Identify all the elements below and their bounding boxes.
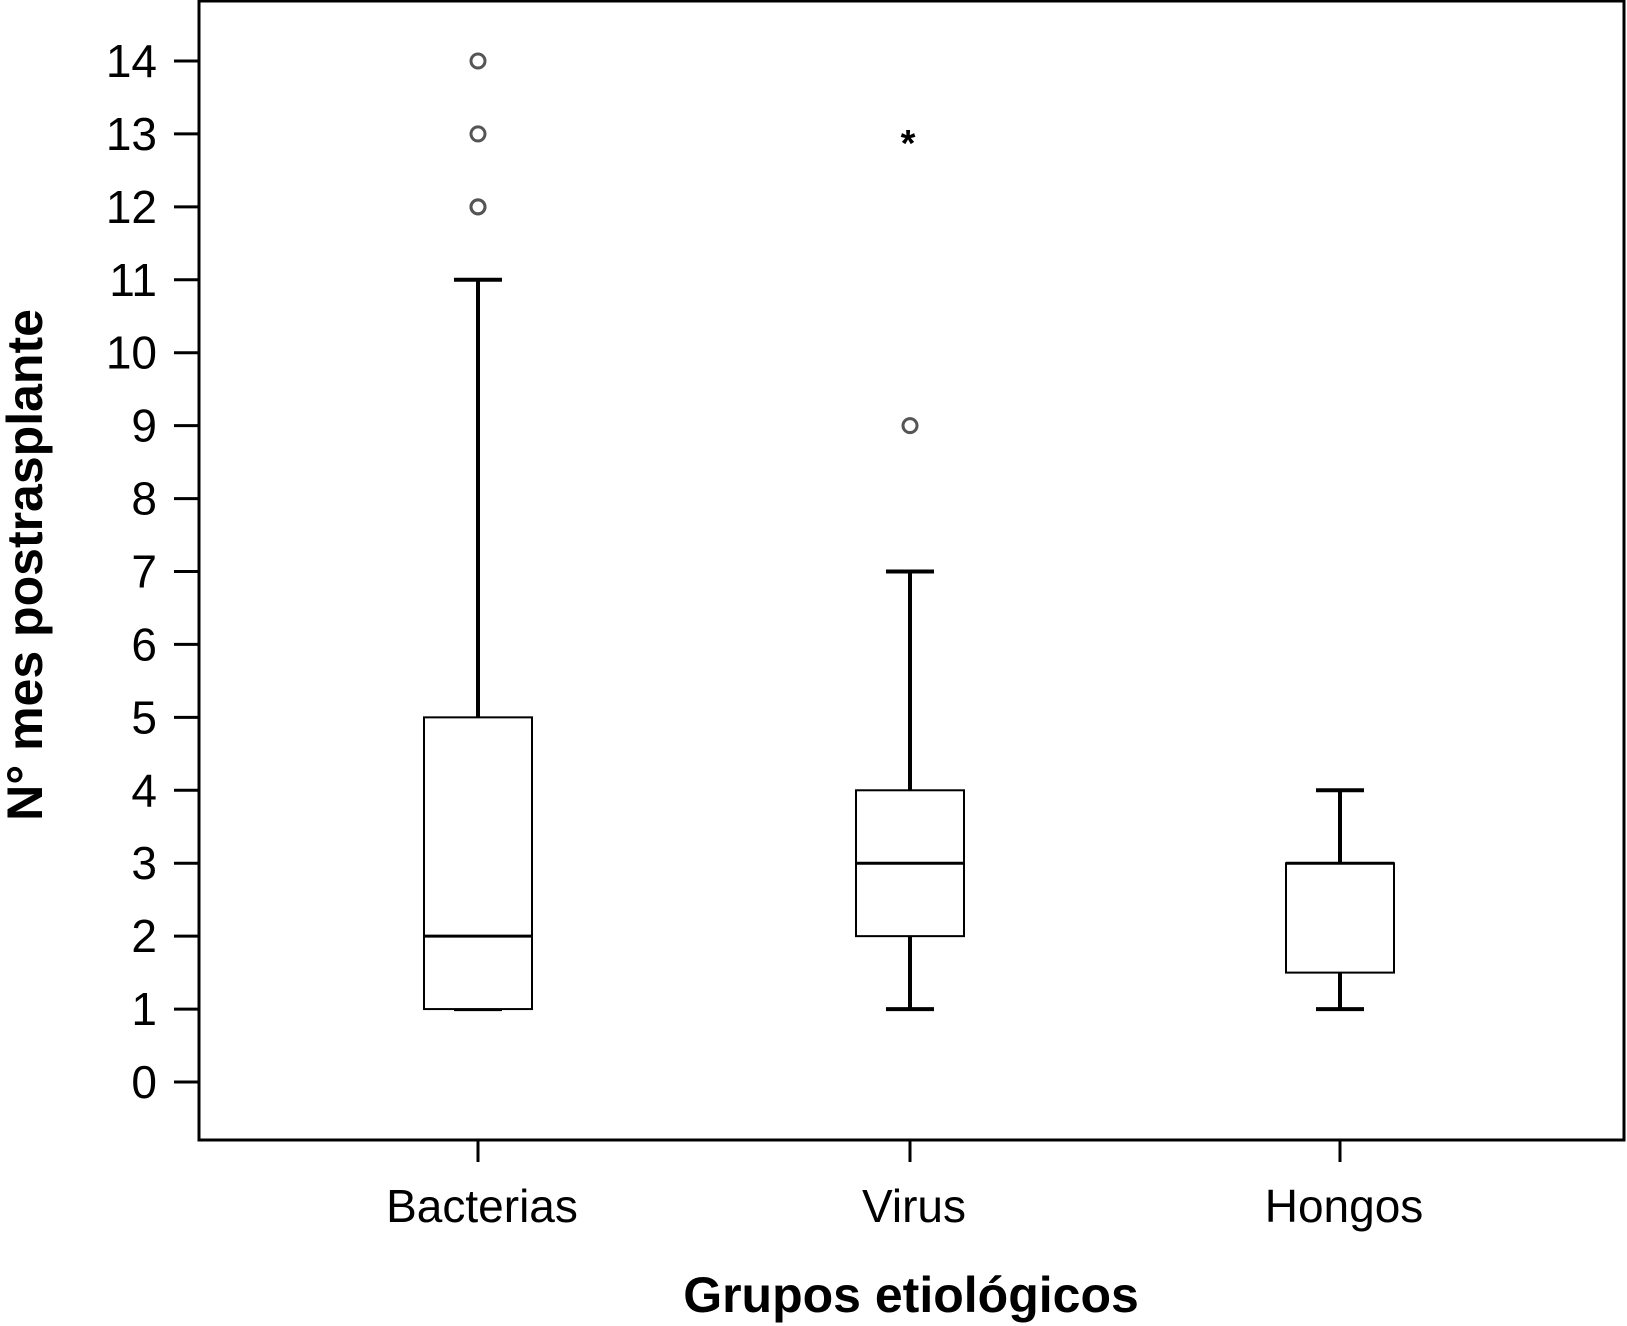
- y-tick-label: 10: [106, 327, 157, 379]
- y-tick-label: 4: [131, 764, 157, 816]
- box-group-bacterias: [423, 52, 533, 1012]
- y-tick-label: 1: [131, 983, 157, 1035]
- y-axis-title: N° mes postrasplante: [0, 309, 53, 821]
- box-group-hongos: [1285, 788, 1395, 1012]
- y-tick-label: 11: [109, 254, 157, 306]
- extreme-point: *: [901, 123, 916, 165]
- outlier-point: [469, 52, 487, 70]
- x-axis: Bacterias Virus Hongos: [386, 1140, 1423, 1232]
- box: [1285, 862, 1395, 974]
- outlier-point: [901, 417, 919, 435]
- box-group-virus: *: [855, 123, 965, 1012]
- y-tick-label: 12: [106, 181, 157, 233]
- y-tick-label: 14: [106, 35, 157, 87]
- y-tick-label: 9: [131, 400, 157, 452]
- y-tick-label: 13: [106, 108, 157, 160]
- y-tick-label: 6: [131, 618, 157, 670]
- y-tick-label: 2: [131, 910, 157, 962]
- y-tick-label: 5: [131, 691, 157, 743]
- x-tick-label: Virus: [862, 1180, 966, 1232]
- box: [423, 716, 533, 1011]
- x-tick-label: Bacterias: [386, 1180, 578, 1232]
- outlier-point: [469, 198, 487, 216]
- y-tick-label: 3: [131, 837, 157, 889]
- x-tick-label: Hongos: [1265, 1180, 1424, 1232]
- y-tick-label: 7: [131, 546, 157, 598]
- y-tick-label: 8: [131, 473, 157, 525]
- boxes: *: [423, 52, 1395, 1012]
- x-axis-title: Grupos etiológicos: [683, 1267, 1139, 1323]
- outlier-point: [469, 125, 487, 143]
- y-tick-label: 0: [131, 1056, 157, 1108]
